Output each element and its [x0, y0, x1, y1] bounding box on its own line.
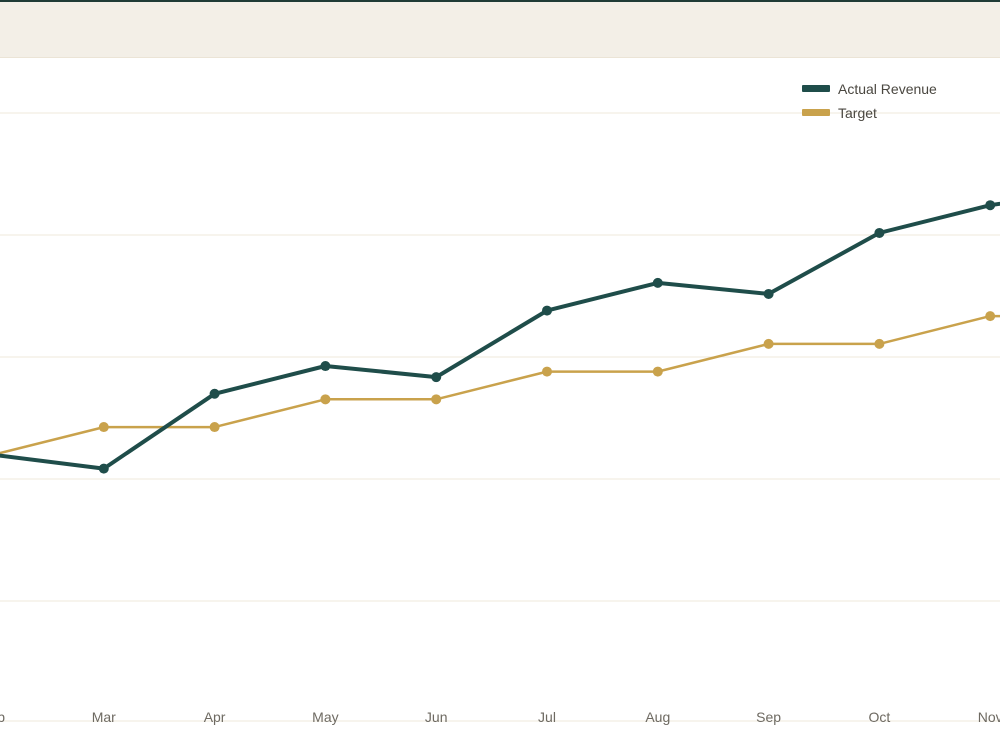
data-point-target[interactable]	[98, 422, 109, 433]
data-point-actual-revenue[interactable]	[209, 388, 220, 399]
data-point-actual-revenue[interactable]	[985, 200, 996, 211]
data-point-target[interactable]	[542, 366, 552, 377]
data-point-target[interactable]	[209, 422, 220, 433]
data-point-target[interactable]	[431, 394, 442, 405]
x-tick-label: Feb	[0, 709, 5, 725]
data-point-target[interactable]	[320, 394, 331, 405]
data-point-actual-revenue[interactable]	[98, 463, 109, 474]
series-lines	[0, 200, 1000, 474]
data-point-actual-revenue[interactable]	[874, 227, 885, 238]
x-axis: FebMarAprMayJunJulAugSepOctNovDec	[0, 709, 1000, 725]
x-tick-label: May	[312, 709, 338, 725]
legend-label-actual-revenue: Actual Revenue	[838, 81, 937, 97]
x-tick-label: Aug	[645, 709, 670, 725]
x-tick-label: Oct	[869, 709, 891, 725]
legend[interactable]: Actual Revenue Target	[802, 81, 937, 121]
x-tick-label: Nov	[978, 709, 1000, 725]
data-point-target[interactable]	[763, 338, 774, 349]
data-point-target[interactable]	[874, 338, 885, 349]
data-point-actual-revenue[interactable]	[763, 288, 774, 299]
top-border	[0, 0, 1000, 2]
x-tick-label: Apr	[204, 709, 226, 725]
series-actual-revenue	[0, 200, 1000, 474]
data-point-actual-revenue[interactable]	[542, 305, 552, 316]
x-tick-label: Jul	[538, 709, 556, 725]
data-point-actual-revenue[interactable]	[431, 372, 442, 383]
grid-lines	[0, 112, 1000, 722]
data-point-target[interactable]	[652, 366, 663, 377]
legend-label-target: Target	[838, 105, 877, 121]
x-tick-label: Mar	[92, 709, 116, 725]
legend-swatch-actual-revenue	[802, 85, 830, 92]
series-target	[0, 311, 1000, 455]
legend-swatch-target	[802, 109, 830, 116]
x-tick-label: Jun	[425, 709, 448, 725]
header-band	[0, 2, 1000, 58]
data-point-target[interactable]	[985, 311, 996, 322]
data-point-actual-revenue[interactable]	[320, 361, 331, 372]
data-point-actual-revenue[interactable]	[652, 277, 663, 288]
x-tick-label: Sep	[756, 709, 781, 725]
